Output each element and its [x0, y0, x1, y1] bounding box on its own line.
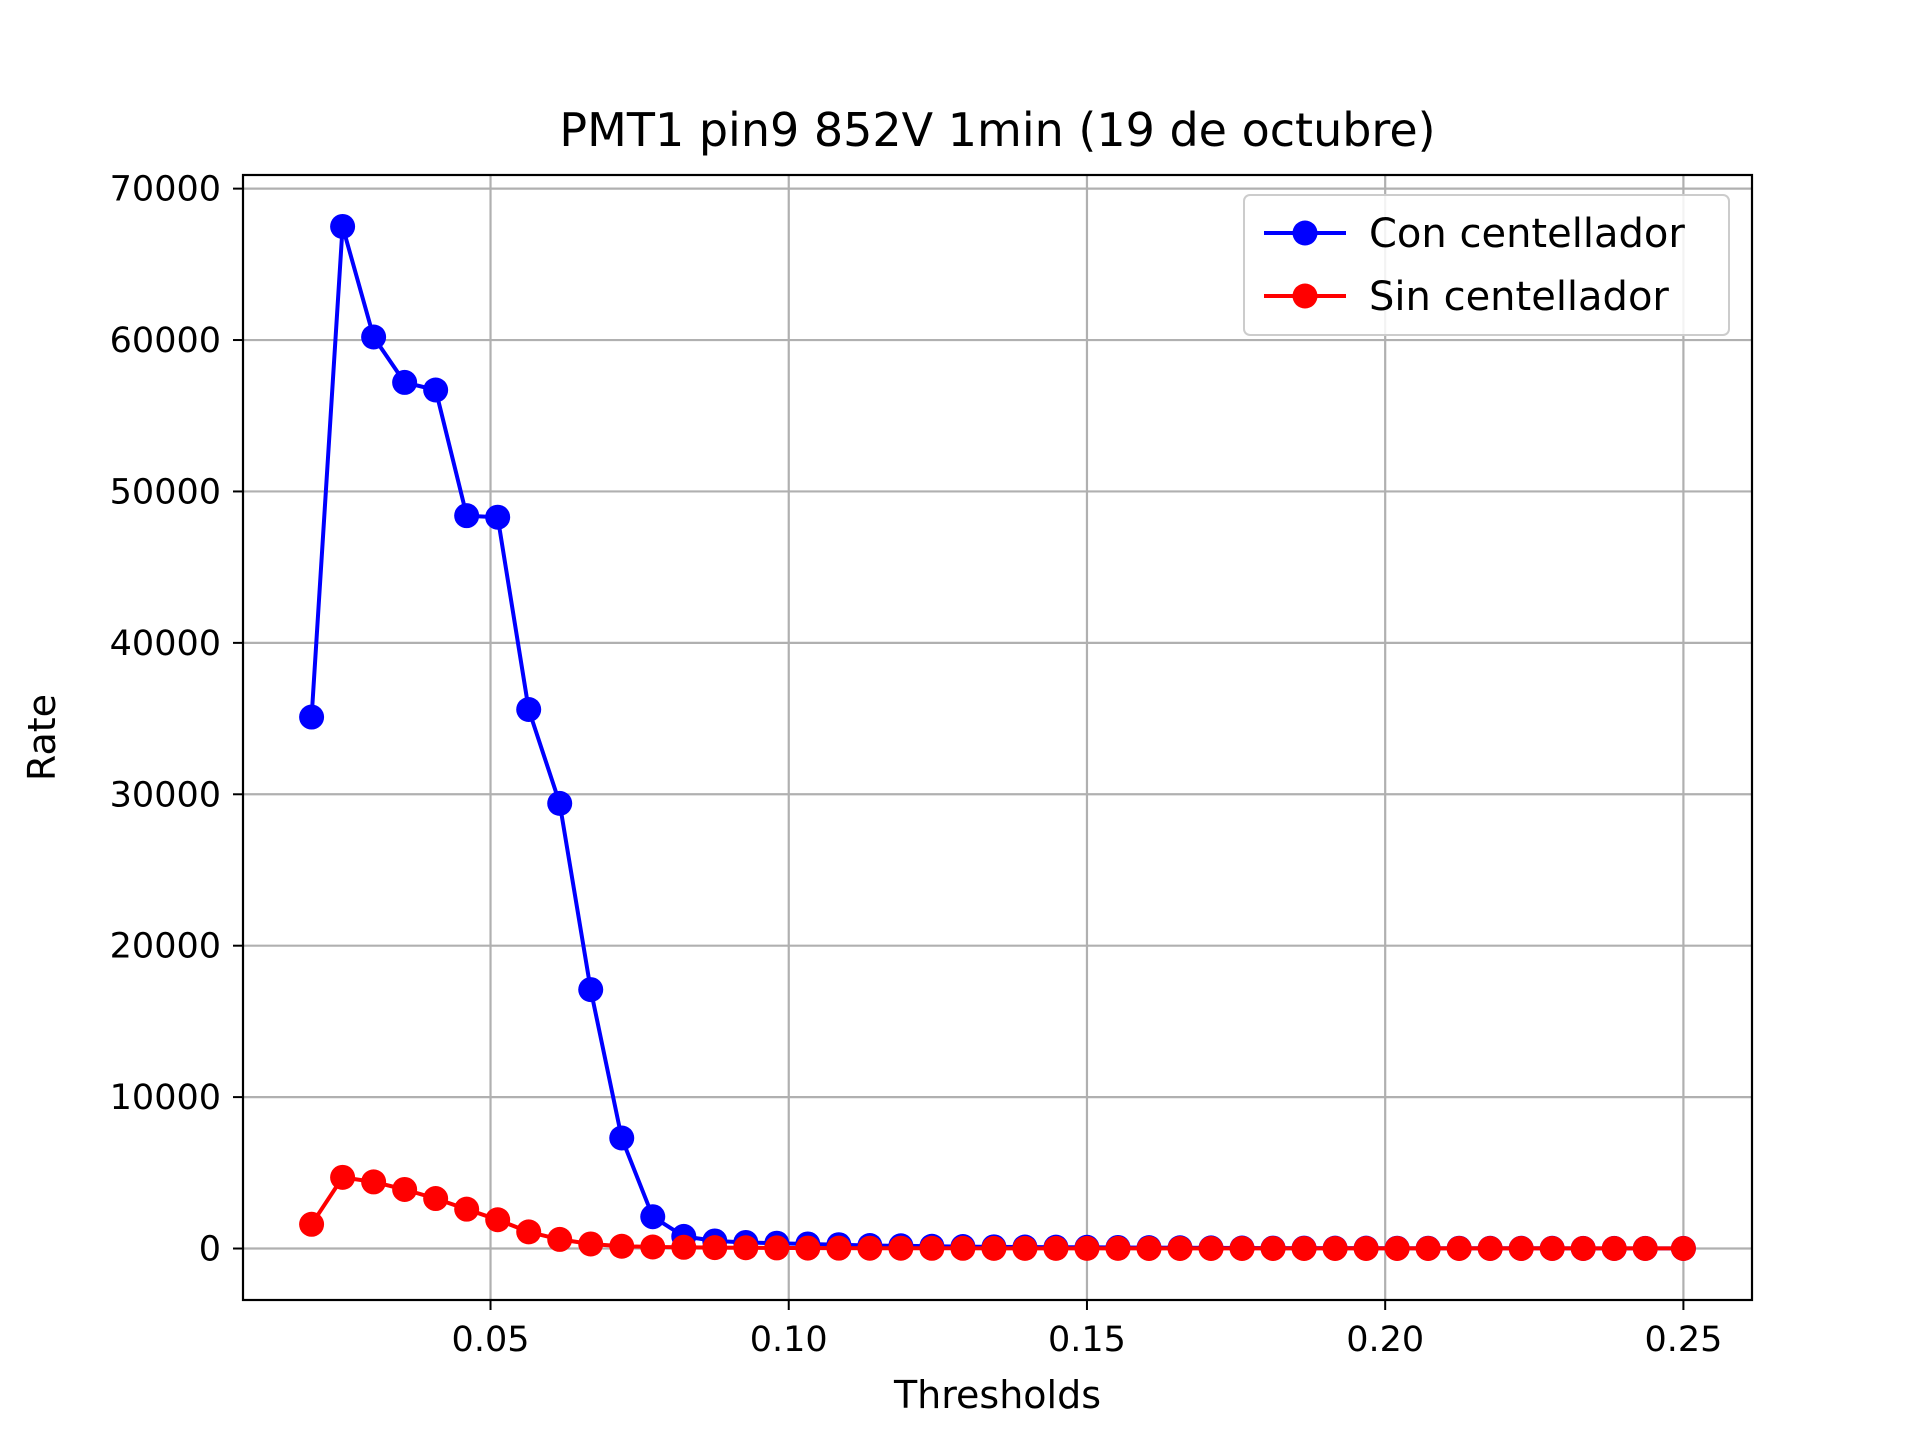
chart-title: PMT1 pin9 852V 1min (19 de octubre) [559, 103, 1435, 157]
data-point [609, 1233, 635, 1259]
axis-ticks: 0.05 0.10 0.15 0.20 0.25 0 10000 20000 30000 4000… [110, 170, 1723, 1360]
data-point [1229, 1235, 1255, 1261]
data-point [1198, 1235, 1224, 1261]
y-tick-label: 60000 [110, 321, 221, 361]
data-point [1322, 1235, 1348, 1261]
data-point [454, 1196, 480, 1222]
data-point [1446, 1235, 1472, 1261]
data-point [1260, 1235, 1286, 1261]
data-point [299, 1211, 325, 1237]
data-point [423, 1186, 449, 1212]
legend-label: Con centellador [1369, 211, 1685, 257]
data-point [578, 1231, 604, 1257]
data-point [1601, 1235, 1627, 1261]
x-axis-label: Thresholds [893, 1373, 1101, 1417]
data-point [1167, 1235, 1193, 1261]
data-point [1105, 1235, 1131, 1261]
data-point [981, 1235, 1007, 1261]
data-point [640, 1234, 666, 1260]
data-point [361, 1169, 387, 1195]
data-point [826, 1235, 852, 1261]
data-point [702, 1235, 728, 1261]
data-point [1384, 1235, 1410, 1261]
data-point [671, 1234, 697, 1260]
data-point [516, 696, 542, 722]
data-point [950, 1235, 976, 1261]
data-point [609, 1125, 635, 1151]
series-sin-centellador [299, 1164, 1696, 1261]
data-point [1539, 1235, 1565, 1261]
data-point [1632, 1235, 1658, 1261]
data-point [485, 504, 511, 530]
data-point [1012, 1235, 1038, 1261]
data-point [516, 1219, 542, 1245]
x-tick-label: 0.25 [1644, 1320, 1722, 1360]
data-point [547, 1226, 573, 1252]
data-point [857, 1235, 883, 1261]
data-point [1291, 1235, 1317, 1261]
data-point [1074, 1235, 1100, 1261]
plot-series [299, 213, 1696, 1261]
data-point [330, 1164, 356, 1190]
data-point [919, 1235, 945, 1261]
y-tick-label: 0 [199, 1230, 221, 1270]
data-point [1570, 1235, 1596, 1261]
data-point [361, 324, 387, 350]
legend: Con centellador Sin centellador [1243, 194, 1730, 336]
data-point [423, 377, 449, 403]
legend-item: Con centellador [1264, 211, 1685, 257]
x-tick-label: 0.15 [1048, 1320, 1126, 1360]
y-tick-label: 30000 [110, 775, 221, 815]
plot-frame [241, 173, 1754, 1302]
x-tick-label: 0.20 [1346, 1320, 1424, 1360]
data-point [392, 369, 418, 395]
y-tick-label: 40000 [110, 624, 221, 664]
data-point [1508, 1235, 1534, 1261]
y-tick-label: 20000 [110, 927, 221, 967]
data-point [547, 790, 573, 816]
legend-items: Con centellador Sin centellador [1264, 211, 1685, 320]
grid [243, 175, 1752, 1300]
data-point [485, 1207, 511, 1233]
data-point [640, 1204, 666, 1230]
data-point [1043, 1235, 1069, 1261]
legend-item: Sin centellador [1264, 274, 1669, 320]
legend-marker [1292, 283, 1318, 309]
data-point [330, 213, 356, 239]
data-point [454, 503, 480, 529]
data-point [795, 1235, 821, 1261]
data-point [1670, 1235, 1696, 1261]
legend-marker [1292, 220, 1318, 246]
data-point [299, 704, 325, 730]
data-point [733, 1235, 759, 1261]
data-point [1353, 1235, 1379, 1261]
data-point [1477, 1235, 1503, 1261]
x-tick-label: 0.05 [452, 1320, 530, 1360]
data-point [1136, 1235, 1162, 1261]
data-point [764, 1235, 790, 1261]
legend-box [1243, 194, 1730, 336]
data-point [392, 1176, 418, 1202]
y-tick-label: 50000 [110, 472, 221, 512]
legend-label: Sin centellador [1369, 274, 1669, 320]
x-tick-label: 0.10 [750, 1320, 828, 1360]
data-point [888, 1235, 914, 1261]
y-tick-label: 70000 [110, 170, 221, 210]
data-point [1415, 1235, 1441, 1261]
data-point [578, 977, 604, 1003]
y-axis-label: Rate [20, 694, 64, 781]
y-tick-label: 10000 [110, 1078, 221, 1118]
